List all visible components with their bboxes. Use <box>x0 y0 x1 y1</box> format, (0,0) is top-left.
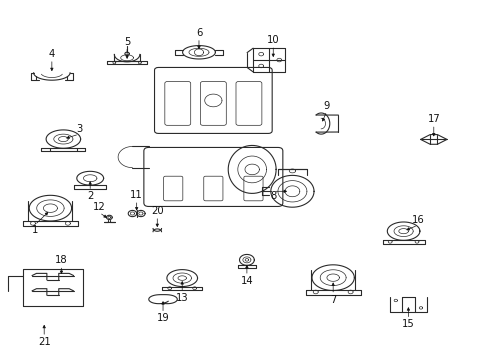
Text: 15: 15 <box>401 319 414 329</box>
Text: 18: 18 <box>55 255 68 265</box>
Text: 1: 1 <box>31 225 38 235</box>
Text: 7: 7 <box>329 294 336 305</box>
Text: 10: 10 <box>266 35 279 45</box>
Text: 12: 12 <box>93 202 105 212</box>
Text: 20: 20 <box>151 206 163 216</box>
Text: 9: 9 <box>323 101 329 111</box>
Text: 21: 21 <box>38 337 50 347</box>
Text: 3: 3 <box>76 124 82 134</box>
Text: 4: 4 <box>49 49 55 59</box>
Text: 13: 13 <box>176 293 188 303</box>
Text: 5: 5 <box>123 37 130 47</box>
Text: 14: 14 <box>240 276 253 286</box>
Text: 11: 11 <box>130 190 143 200</box>
Text: 8: 8 <box>269 191 276 201</box>
Text: 2: 2 <box>87 191 93 201</box>
Text: 6: 6 <box>195 28 202 38</box>
Text: 16: 16 <box>411 215 424 225</box>
Text: 17: 17 <box>427 114 439 124</box>
Text: 19: 19 <box>156 313 169 323</box>
